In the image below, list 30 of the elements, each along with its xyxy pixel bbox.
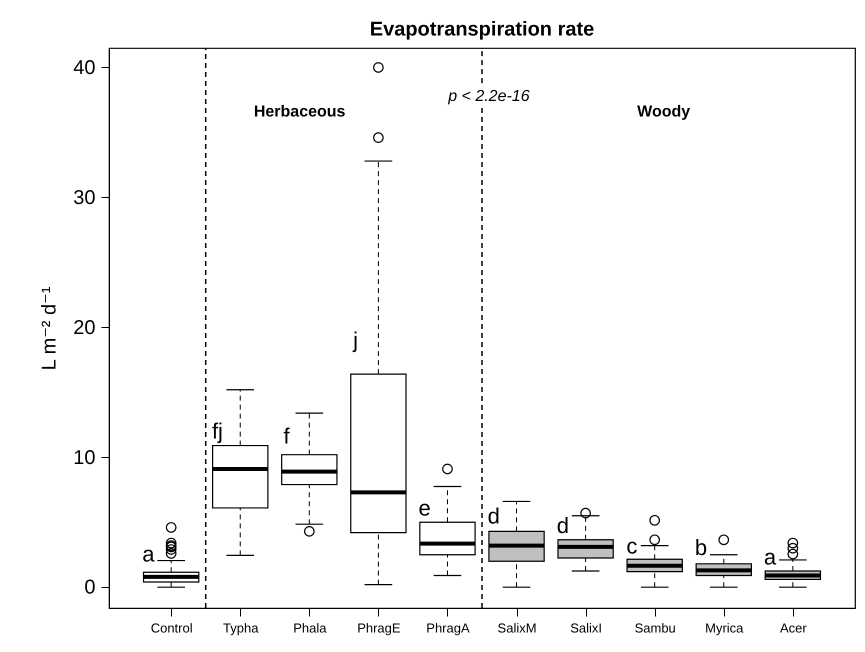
annotation: a [142,542,156,567]
annotation: a [764,544,777,570]
y-tick-label: 0 [84,576,96,599]
annotation: j [352,327,358,352]
x-tick-label: SalixM [498,620,537,636]
x-tick-label: Control [150,620,193,636]
x-tick-label: Typha [223,620,260,636]
annotation: fj [212,418,223,444]
x-tick-label: PhragE [357,620,401,636]
annotation: c [626,533,638,558]
x-tick-label: Myrica [705,620,744,636]
annotation: f [283,423,290,448]
annotation: p < 2.2e-16 [447,88,530,106]
y-tick-label: 40 [73,56,96,79]
chart-title: Evapotranspiration rate [370,18,594,40]
annotation: e [418,496,431,521]
x-tick-label: PhragA [426,620,470,636]
y-tick-label: 20 [73,316,96,339]
y-tick-label: 10 [73,446,96,469]
annotation: d [556,513,569,538]
annotation: Herbaceous [254,104,346,121]
annotation: b [694,535,708,560]
x-tick-label: Sambu [634,620,676,636]
y-tick-label: 30 [73,186,96,209]
annotation: d [488,503,500,528]
x-tick-label: Phala [293,620,328,636]
y-axis-title: L m⁻² d⁻¹ [38,286,60,370]
annotation: Woody [637,104,690,121]
x-tick-label: Acer [780,620,808,636]
x-tick-label: SalixI [570,620,602,636]
